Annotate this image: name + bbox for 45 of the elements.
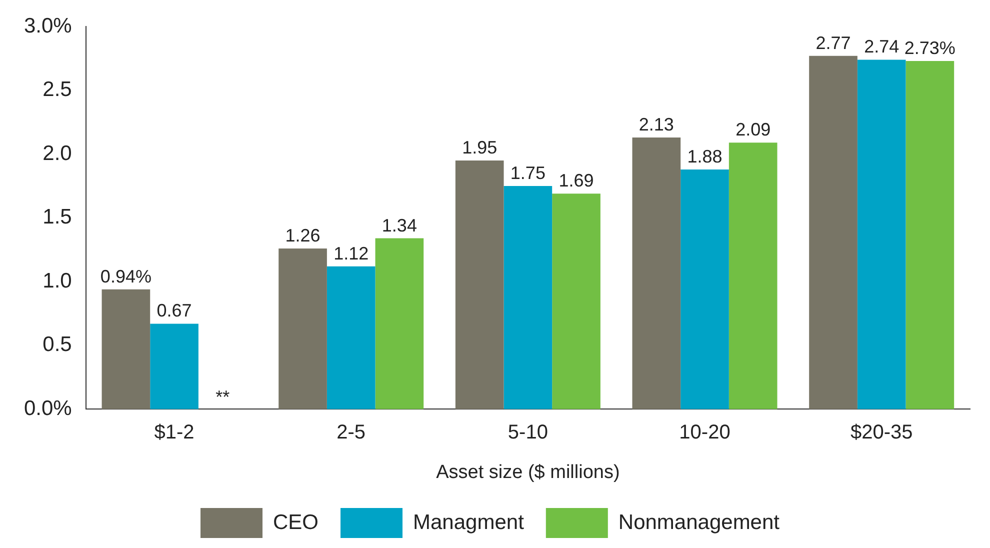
bar [375, 238, 424, 410]
bar [326, 266, 376, 410]
data-label: 2.73% [904, 38, 956, 58]
data-label: 2.09 [736, 120, 771, 140]
x-axis-title: Asset size ($ millions) [436, 462, 620, 483]
data-label: 1.34 [382, 215, 417, 236]
data-label: 1.26 [285, 225, 320, 246]
y-tick-label: 0.0% [24, 396, 72, 420]
data-label: 1.88 [687, 146, 722, 166]
y-tick-label: 3.0% [24, 14, 72, 38]
legend-label: CEO [273, 510, 319, 534]
data-label: 2.13 [638, 114, 674, 135]
x-tick-label: 5-10 [508, 422, 548, 444]
data-label: 0.67 [156, 300, 192, 321]
data-label: 2.77 [816, 32, 851, 53]
y-tick-label: 2.5 [42, 78, 72, 102]
data-label: 0.94% [100, 266, 152, 286]
bar [150, 324, 198, 410]
y-tick-label: 1.5 [42, 206, 72, 229]
data-label: 1.12 [334, 243, 369, 264]
bar [552, 194, 600, 410]
text: ** [216, 387, 230, 408]
data-label: 2.74 [864, 36, 900, 57]
x-tick-label: 2-5 [336, 422, 366, 444]
data-label: 1.69 [558, 170, 594, 191]
y-tick-label: 2.0 [42, 142, 72, 165]
x-tick-label: $20-35 [850, 422, 913, 444]
bar [632, 138, 681, 410]
bar [728, 142, 778, 410]
x-tick-label: 10-20 [679, 422, 730, 444]
bar [857, 60, 906, 410]
data-label: 1.95 [462, 137, 498, 158]
bar [278, 248, 327, 410]
y-tick-label: 1.0 [42, 269, 72, 292]
bar [809, 56, 858, 410]
bar [455, 160, 504, 410]
bar [504, 186, 552, 410]
bar [906, 61, 954, 410]
legend-label: Nonmanagement [618, 510, 780, 534]
bar [102, 289, 150, 410]
x-tick-label: $1-2 [154, 422, 194, 444]
data-label: 1.75 [510, 162, 546, 183]
y-tick-label: 0.5 [42, 333, 72, 356]
bar [680, 169, 729, 410]
legend-label: Managment [413, 510, 524, 534]
